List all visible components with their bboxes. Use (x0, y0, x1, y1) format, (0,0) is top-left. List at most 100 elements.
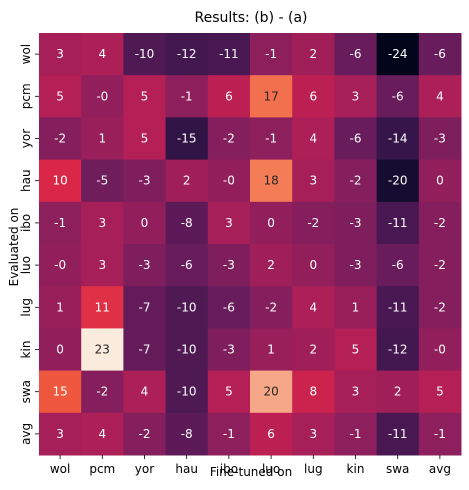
heatmap-cell-value: -15 (177, 132, 197, 146)
heatmap-cell-value: 3 (309, 174, 317, 188)
heatmap-cell-value: -6 (392, 258, 404, 272)
x-tick-label: luo (262, 462, 280, 476)
heatmap-cell (165, 33, 209, 76)
heatmap-cell-value: -14 (388, 132, 408, 146)
heatmap-cell (207, 75, 251, 118)
heatmap-cell (376, 117, 420, 161)
heatmap-cell (39, 328, 82, 372)
heatmap-cell-value: 18 (263, 174, 278, 188)
heatmap-cell (123, 75, 167, 118)
heatmap-cell-value: 8 (309, 385, 317, 399)
y-tick-label: pcm (19, 83, 33, 109)
heatmap-cell (250, 328, 293, 372)
heatmap-cell (418, 201, 462, 245)
heatmap-cell (81, 412, 124, 456)
heatmap-cell-value: -1 (223, 427, 235, 441)
heatmap-cell-value: 0 (309, 258, 317, 272)
heatmap-cell-value: 2 (394, 385, 402, 399)
heatmap-cell-value: -2 (434, 300, 446, 314)
heatmap-cell-value: 5 (56, 89, 64, 103)
y-tick-label: avg (19, 423, 33, 445)
heatmap-cell (39, 75, 82, 118)
heatmap-cell (376, 244, 420, 287)
heatmap-cell (207, 159, 251, 203)
heatmap-cell-value: -8 (181, 216, 193, 230)
heatmap-cell (376, 412, 420, 456)
heatmap-cell (292, 201, 335, 245)
heatmap-cell-value: -20 (388, 174, 408, 188)
heatmap-cell-value: -2 (96, 385, 108, 399)
heatmap-cell (123, 412, 167, 456)
heatmap-cell (334, 286, 378, 329)
heatmap-cell-value: -1 (434, 427, 446, 441)
heatmap-cell (207, 33, 251, 76)
heatmap-cell (334, 244, 378, 287)
heatmap-cell (81, 75, 124, 118)
heatmap-cell (334, 201, 378, 245)
y-tick-label: hau (19, 169, 33, 192)
heatmap-cell-value: -11 (388, 427, 408, 441)
heatmap-cell-value: -12 (388, 343, 408, 357)
heatmap-cell (39, 33, 82, 76)
heatmap-cell (39, 201, 82, 245)
heatmap-cell (292, 412, 335, 456)
x-tick-label: yor (135, 462, 154, 476)
heatmap-cell (292, 33, 335, 76)
heatmap-cell (292, 328, 335, 372)
heatmap-cell-value: 5 (141, 89, 149, 103)
heatmap-cell (207, 201, 251, 245)
heatmap-cell (292, 75, 335, 118)
heatmap-cell (334, 159, 378, 203)
heatmap-cell (418, 159, 462, 203)
heatmap-cell-value: -1 (350, 427, 362, 441)
heatmap-cell-value: -3 (350, 258, 362, 272)
heatmap-cell-value: 0 (267, 216, 275, 230)
heatmap-cell-value: -11 (219, 47, 239, 61)
heatmap-cell-value: 6 (309, 89, 317, 103)
heatmap-cell (207, 328, 251, 372)
heatmap-cell-value: -3 (223, 343, 235, 357)
heatmap-cell-value: -2 (139, 427, 151, 441)
x-tick-label: avg (429, 462, 451, 476)
heatmap-cell-value: 3 (56, 427, 64, 441)
heatmap-cell (334, 75, 378, 118)
heatmap-cell-value: -6 (350, 47, 362, 61)
heatmap-cell-value: -1 (265, 47, 277, 61)
heatmap-cell (418, 412, 462, 456)
heatmap-cell-value: -2 (350, 174, 362, 188)
x-tick-label: wol (50, 462, 71, 476)
heatmap-cell-value: -10 (177, 343, 197, 357)
heatmap-cell (165, 75, 209, 118)
heatmap-cell (376, 33, 420, 76)
heatmap-cell-value: 4 (309, 132, 317, 146)
heatmap-cell (207, 370, 251, 414)
x-tick-label: pcm (89, 462, 115, 476)
heatmap-cell-value: 17 (263, 89, 278, 103)
heatmap-cell (123, 328, 167, 372)
heatmap-cell (39, 159, 82, 203)
y-tick-label: yor (19, 129, 33, 148)
heatmap-cell-value: 1 (98, 132, 106, 146)
heatmap-cell-value: -6 (350, 132, 362, 146)
heatmap-cell (334, 370, 378, 414)
heatmap-cell (165, 412, 209, 456)
heatmap-cell-value: 0 (56, 343, 64, 357)
y-tick-label: luo (19, 256, 33, 274)
y-tick-label: wol (19, 44, 33, 65)
heatmap-cell (123, 159, 167, 203)
heatmap-cell-value: -24 (388, 47, 408, 61)
heatmap-cell-value: -11 (388, 300, 408, 314)
heatmap-cell (39, 244, 82, 287)
heatmap-cell (123, 33, 167, 76)
heatmap-cell-value: 5 (141, 132, 149, 146)
heatmap-cell-value: -0 (54, 258, 66, 272)
heatmap-cell (292, 286, 335, 329)
heatmap-cell (81, 244, 124, 287)
x-tick-label: hau (175, 462, 198, 476)
x-tick-label: ibo (220, 462, 238, 476)
heatmap-cell-value: 3 (98, 216, 106, 230)
heatmap-cell-value: -0 (223, 174, 235, 188)
heatmap-cell (292, 159, 335, 203)
heatmap-cell-value: -11 (388, 216, 408, 230)
heatmap-cell-value: -0 (96, 89, 108, 103)
